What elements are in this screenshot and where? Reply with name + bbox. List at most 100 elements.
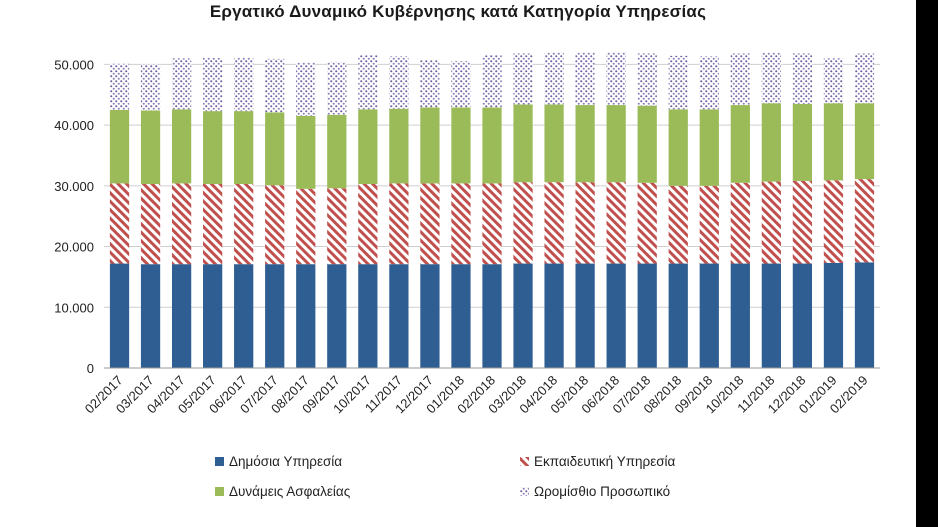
bar-segment-2 — [203, 111, 223, 184]
bar-segment-3 — [792, 53, 813, 104]
bar-segment-1 — [730, 182, 750, 264]
bar-segment-1 — [513, 182, 533, 264]
bar-segment-1 — [823, 180, 844, 263]
bar-segment-3 — [171, 58, 192, 110]
bar-segment-0 — [234, 264, 254, 368]
bar-segment-0 — [606, 263, 626, 368]
bar-segment-0 — [575, 263, 595, 368]
bar-segment-1 — [265, 185, 285, 265]
bar-segment-3 — [296, 62, 316, 116]
bar-segment-3 — [420, 60, 440, 108]
bar-segment-0 — [482, 264, 502, 368]
bar-segment-1 — [171, 183, 192, 265]
bar-segment-0 — [265, 264, 285, 368]
y-tick-label: 10.000 — [54, 300, 94, 315]
bar-segment-1 — [854, 179, 875, 263]
bar-segment-0 — [296, 264, 316, 368]
bar-segment-2 — [761, 103, 781, 182]
y-tick-label: 20.000 — [54, 240, 94, 255]
bar-segment-3 — [358, 55, 378, 110]
bar-segment-3 — [327, 61, 347, 115]
bar-segment-2 — [668, 109, 688, 186]
bar-segment-2 — [171, 109, 192, 184]
bar-segment-2 — [234, 111, 254, 184]
bar-segment-1 — [234, 184, 254, 265]
bar-segment-2 — [265, 112, 285, 186]
bar-segment-3 — [389, 56, 409, 109]
bar-segment-2 — [513, 104, 533, 183]
bar-segment-1 — [482, 183, 502, 265]
bar-segment-2 — [140, 110, 161, 184]
bar-segment-1 — [606, 182, 626, 264]
bar-segment-3 — [699, 56, 719, 110]
legend: Δημόσια Υπηρεσία Εκπαιδευτική Υπηρεσία Δυν… — [215, 454, 676, 499]
y-tick-label: 40.000 — [54, 118, 94, 133]
bar-segment-0 — [761, 263, 781, 368]
bar-segment-2 — [823, 103, 844, 181]
bar-segment-3 — [544, 52, 564, 105]
bar-segment-3 — [606, 52, 626, 106]
y-tick-label: 50.000 — [54, 57, 94, 72]
bar-segment-3 — [203, 57, 223, 112]
bar-segment-2 — [358, 109, 378, 184]
bar-segment-0 — [668, 263, 688, 368]
bar-segment-2 — [699, 109, 719, 186]
bar-segment-2 — [606, 105, 626, 183]
bar-segment-1 — [575, 182, 595, 264]
bar-segment-3 — [823, 58, 844, 104]
bar-segment-3 — [513, 53, 533, 105]
legend-label: Δυνάμεις Ασφαλείας — [229, 484, 351, 499]
bar-segment-1 — [109, 183, 130, 264]
bars — [109, 52, 875, 368]
bar-segment-2 — [327, 114, 347, 189]
y-tick-label: 0 — [87, 361, 94, 376]
bar-segment-2 — [544, 104, 564, 183]
bar-segment-1 — [389, 183, 409, 265]
bar-segment-1 — [792, 180, 813, 264]
bar-segment-0 — [327, 264, 347, 368]
bar-segment-2 — [792, 103, 813, 181]
bar-segment-0 — [792, 263, 813, 368]
bar-segment-3 — [730, 53, 750, 106]
bar-segment-2 — [637, 105, 657, 183]
bar-segment-3 — [265, 58, 285, 113]
bar-segment-0 — [513, 263, 533, 368]
bar-segment-1 — [327, 188, 347, 265]
y-axis: 0 10.000 20.000 30.000 40.000 50.000 — [54, 57, 880, 376]
bar-segment-1 — [420, 183, 440, 265]
legend-label: Εκπαιδευτική Υπηρεσία — [534, 454, 676, 469]
bar-segment-3 — [637, 53, 657, 106]
bar-segment-0 — [203, 264, 223, 368]
bar-segment-0 — [389, 264, 409, 368]
bar-segment-1 — [637, 182, 657, 264]
bar-segment-2 — [451, 107, 471, 184]
bar-segment-2 — [730, 105, 750, 183]
bar-segment-0 — [637, 263, 657, 368]
bar-segment-3 — [234, 57, 254, 112]
bar-segment-3 — [109, 63, 130, 110]
bar-segment-3 — [451, 61, 471, 108]
bar-segment-1 — [544, 182, 564, 264]
x-axis: 02/201703/201704/201705/201706/201707/20… — [82, 373, 871, 417]
legend-swatch — [520, 487, 529, 496]
y-tick-label: 30.000 — [54, 179, 94, 194]
bar-segment-0 — [140, 264, 161, 368]
bar-segment-2 — [296, 115, 316, 189]
legend-swatch — [215, 457, 224, 466]
chart-panel: Εργατικό Δυναμικό Κυβέρνησης κατά Κατηγο… — [0, 0, 916, 527]
bar-segment-0 — [358, 264, 378, 368]
bar-segment-2 — [420, 107, 440, 184]
bar-segment-0 — [854, 262, 875, 368]
bar-segment-3 — [761, 52, 781, 104]
bar-segment-0 — [420, 264, 440, 368]
bar-segment-0 — [171, 264, 192, 368]
bar-segment-1 — [140, 184, 161, 265]
bar-segment-0 — [451, 264, 471, 368]
bar-segment-1 — [203, 184, 223, 265]
legend-swatch — [520, 457, 529, 466]
bar-segment-3 — [668, 55, 688, 110]
stacked-bar-chart: 0 10.000 20.000 30.000 40.000 50.000 02/20170… — [54, 52, 880, 499]
legend-label: Ωρομίσθιο Προσωπικό — [534, 484, 670, 499]
bar-segment-0 — [544, 263, 564, 368]
chart-title: Εργατικό Δυναμικό Κυβέρνησης κατά Κατηγο… — [209, 2, 707, 21]
